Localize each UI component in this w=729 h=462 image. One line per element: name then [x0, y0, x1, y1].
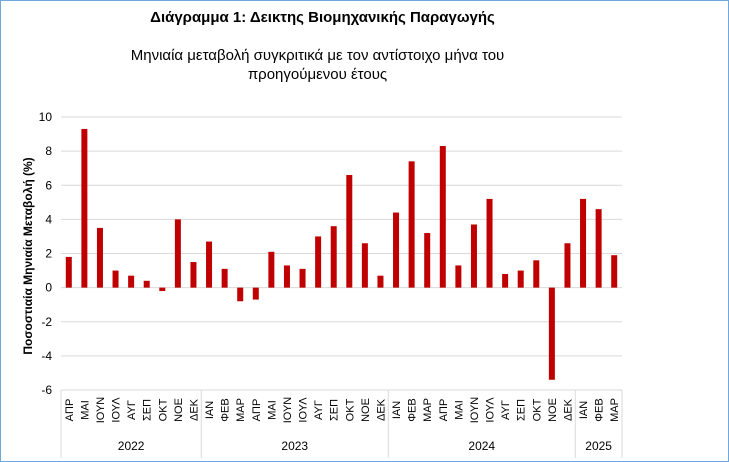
y-tick-label: 0: [45, 281, 52, 295]
x-tick-label: ΟΚΤ: [344, 398, 356, 421]
y-tick-label: -4: [41, 349, 52, 363]
bar: [221, 268, 228, 288]
x-tick-label: ΝΟΕ: [173, 398, 185, 422]
x-tick-label: ΣΕΠ: [329, 399, 341, 421]
year-label: 2022: [118, 439, 145, 453]
x-tick-label: ΜΑΙ: [266, 400, 278, 420]
bar: [128, 275, 135, 288]
bar: [580, 198, 587, 288]
bar: [315, 236, 322, 288]
x-tick-label: ΦΕΒ: [407, 398, 419, 421]
x-tick-label: ΝΟΕ: [360, 398, 372, 422]
bar: [486, 198, 493, 288]
bar: [299, 268, 306, 288]
chart-title: Διάγραμμα 1: Δεικτης Βιομηχανικής Παραγω…: [150, 9, 495, 26]
chart-subtitle-line-1: Μηνιαία μεταβολή συγκριτικά με τον αντίσ…: [130, 47, 505, 64]
bar: [408, 161, 415, 288]
x-tick-label: ΑΠΡ: [64, 399, 76, 422]
bar: [564, 243, 571, 288]
bar: [252, 287, 259, 300]
x-tick-label: ΟΚΤ: [157, 398, 169, 421]
y-tick-label: 6: [45, 178, 52, 192]
bar: [611, 255, 618, 288]
x-tick-label: ΙΟΥΛ: [111, 397, 123, 423]
bar: [65, 256, 72, 288]
x-tick-label: ΜΑΙ: [453, 400, 465, 420]
x-tick-label: ΔΕΚ: [375, 398, 387, 421]
x-tick-label: ΦΕΒ: [594, 398, 606, 421]
bar: [439, 146, 446, 288]
y-tick-label: 2: [45, 247, 52, 261]
y-tick-label: 4: [45, 212, 52, 226]
year-label: 2023: [281, 439, 308, 453]
x-tick-label: ΜΑΡ: [609, 398, 621, 422]
bar: [502, 273, 509, 288]
x-tick-label: ΑΥΓ: [126, 400, 138, 420]
bar: [174, 219, 181, 288]
bar: [517, 270, 524, 288]
x-tick-label: ΙΑΝ: [391, 401, 403, 419]
bar: [206, 241, 213, 288]
x-tick-label: ΙΟΥΝ: [282, 397, 294, 424]
bar: [595, 209, 602, 288]
bar: [268, 251, 275, 288]
year-label: 2024: [468, 439, 495, 453]
x-tick-label: ΣΕΠ: [516, 399, 528, 421]
y-tick-label: -6: [41, 383, 52, 397]
x-tick-label: ΦΕΒ: [220, 398, 232, 421]
x-tick-label: ΑΥΓ: [313, 400, 325, 420]
x-tick-label: ΙΟΥΝ: [469, 397, 481, 424]
bar: [361, 243, 368, 288]
bar: [190, 262, 197, 288]
chart-subtitle-line-2: προηγούμενου έτους: [247, 66, 388, 83]
bar: [143, 280, 150, 288]
bar: [455, 265, 462, 288]
bar: [112, 270, 119, 288]
bar: [159, 287, 166, 292]
x-tick-label: ΑΠΡ: [438, 399, 450, 422]
bar: [346, 175, 353, 288]
bar: [96, 227, 103, 288]
x-tick-label: ΙΑΝ: [204, 401, 216, 419]
x-tick-label: ΑΠΡ: [251, 399, 263, 422]
bar: [470, 224, 477, 288]
x-tick-label: ΙΟΥΛ: [485, 397, 497, 423]
x-tick-label: ΜΑΡ: [235, 398, 247, 422]
x-tick-label: ΙΟΥΝ: [95, 397, 107, 424]
chart-subtitle: Μηνιαία μεταβολή συγκριτικά με τον αντίσ…: [55, 46, 580, 84]
bar: [81, 128, 88, 288]
bar: [533, 260, 540, 288]
year-label: 2025: [585, 439, 612, 453]
y-tick-label: 10: [39, 110, 53, 124]
bar: [548, 287, 555, 380]
bar: [424, 233, 431, 288]
x-tick-label: ΙΑΝ: [578, 401, 590, 419]
bar: [237, 287, 244, 302]
y-tick-label: -2: [41, 315, 52, 329]
y-tick-label: 8: [45, 144, 52, 158]
bar: [330, 226, 337, 288]
x-tick-label: ΜΑΙ: [79, 400, 91, 420]
x-tick-label: ΑΥΓ: [500, 400, 512, 420]
x-tick-label: ΣΕΠ: [142, 399, 154, 421]
bar: [393, 212, 400, 288]
x-tick-label: ΔΕΚ: [562, 398, 574, 421]
x-tick-label: ΔΕΚ: [188, 398, 200, 421]
x-tick-label: ΜΑΡ: [422, 398, 434, 422]
bar: [283, 265, 290, 288]
x-tick-label: ΙΟΥΛ: [298, 397, 310, 423]
x-tick-label: ΟΚΤ: [531, 398, 543, 421]
x-tick-label: ΝΟΕ: [547, 398, 559, 422]
bar: [377, 275, 384, 288]
